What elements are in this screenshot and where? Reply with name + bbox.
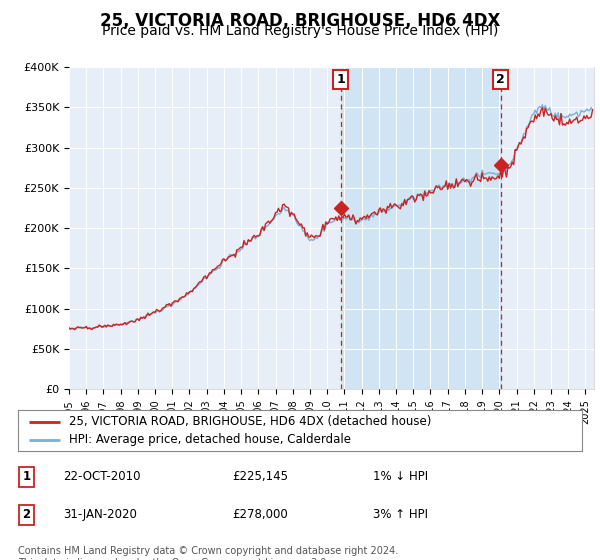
- Text: Price paid vs. HM Land Registry's House Price Index (HPI): Price paid vs. HM Land Registry's House …: [102, 24, 498, 38]
- Text: 1% ↓ HPI: 1% ↓ HPI: [373, 470, 428, 483]
- Text: 25, VICTORIA ROAD, BRIGHOUSE, HD6 4DX: 25, VICTORIA ROAD, BRIGHOUSE, HD6 4DX: [100, 12, 500, 30]
- Text: 2: 2: [22, 508, 31, 521]
- Text: £225,145: £225,145: [232, 470, 289, 483]
- Text: 25, VICTORIA ROAD, BRIGHOUSE, HD6 4DX (detached house): 25, VICTORIA ROAD, BRIGHOUSE, HD6 4DX (d…: [69, 416, 431, 428]
- Text: Contains HM Land Registry data © Crown copyright and database right 2024.
This d: Contains HM Land Registry data © Crown c…: [18, 546, 398, 560]
- Text: 2: 2: [496, 73, 505, 86]
- Text: 1: 1: [337, 73, 346, 86]
- Text: £278,000: £278,000: [232, 508, 288, 521]
- Text: 31-JAN-2020: 31-JAN-2020: [63, 508, 137, 521]
- Text: HPI: Average price, detached house, Calderdale: HPI: Average price, detached house, Cald…: [69, 433, 351, 446]
- Bar: [341, 67, 501, 389]
- Text: 22-OCT-2010: 22-OCT-2010: [63, 470, 140, 483]
- Text: 3% ↑ HPI: 3% ↑ HPI: [373, 508, 428, 521]
- Text: 1: 1: [22, 470, 31, 483]
